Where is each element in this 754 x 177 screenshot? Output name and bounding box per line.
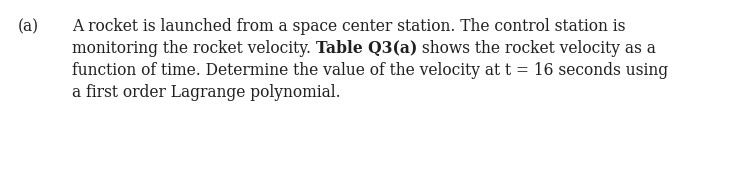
Text: function of time. Determine the value of the velocity at t = 16 seconds using: function of time. Determine the value of… [72, 62, 668, 79]
Text: shows the rocket velocity as a: shows the rocket velocity as a [417, 40, 656, 57]
Text: a first order Lagrange polynomial.: a first order Lagrange polynomial. [72, 84, 341, 101]
Text: A rocket is launched from a space center station. The control station is: A rocket is launched from a space center… [72, 18, 626, 35]
Text: Table Q3(a): Table Q3(a) [316, 40, 417, 57]
Text: monitoring the rocket velocity.: monitoring the rocket velocity. [72, 40, 316, 57]
Text: (a): (a) [18, 18, 39, 35]
